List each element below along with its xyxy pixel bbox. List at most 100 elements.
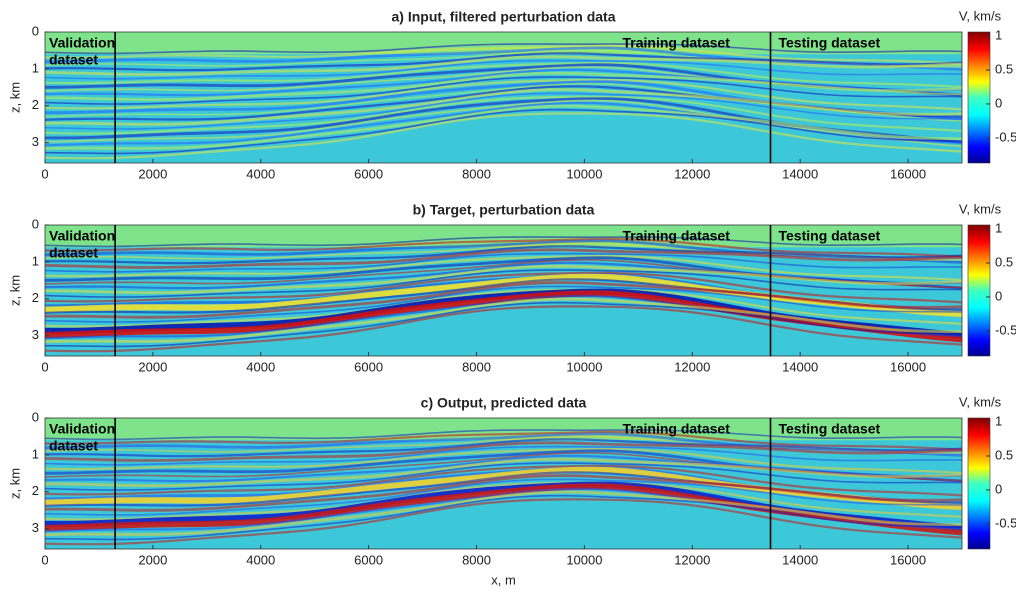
colorbar-tick-label: 0 xyxy=(995,95,1002,110)
seismic-image xyxy=(45,225,962,356)
y-tick-label: 3 xyxy=(32,520,39,535)
reflector xyxy=(45,441,962,462)
frame xyxy=(44,31,963,164)
reflector xyxy=(45,68,962,97)
annotation: Training dataset xyxy=(623,228,731,244)
x-tick-label: 12000 xyxy=(674,552,710,567)
x-tick-label: 16000 xyxy=(890,359,926,374)
reflector xyxy=(45,483,962,536)
annotation: Validation xyxy=(49,228,115,244)
reflector xyxy=(45,464,962,497)
y-tick-label: 2 xyxy=(32,483,39,498)
x-tick-label: 10000 xyxy=(566,166,602,181)
x-tick-label: 2000 xyxy=(138,166,167,181)
reflector xyxy=(45,59,962,80)
y-tick-label: 0 xyxy=(32,216,39,231)
annotation: dataset xyxy=(49,245,98,261)
reflector xyxy=(45,490,962,536)
reflector xyxy=(45,281,962,319)
frame xyxy=(44,224,963,357)
reflector xyxy=(45,99,962,148)
panel-title: a) Input, filtered perturbation data xyxy=(391,9,615,25)
reflector xyxy=(45,61,962,89)
colorbar-tick-label: 1 xyxy=(995,221,1002,236)
reflector xyxy=(45,254,962,282)
x-tick-label: 6000 xyxy=(354,552,383,567)
reflector xyxy=(45,474,962,512)
colorbar-tick-label: -0.5 xyxy=(995,515,1016,530)
reflector xyxy=(45,494,962,541)
reflector xyxy=(45,454,962,483)
seismic-image xyxy=(45,418,962,549)
reflector xyxy=(45,104,962,150)
colorbar-tick-label: -0.5 xyxy=(995,129,1016,144)
colorbar-tick-label: 0.5 xyxy=(995,254,1013,269)
shallow-band xyxy=(45,418,962,441)
y-tick-label: 2 xyxy=(32,97,39,112)
reflector xyxy=(45,88,962,126)
annotation: Validation xyxy=(49,35,115,51)
reflector xyxy=(45,78,962,111)
annotation: Testing dataset xyxy=(779,35,881,51)
colorbar-tick-label: 1 xyxy=(995,414,1002,429)
y-tick-label: 2 xyxy=(32,290,39,305)
shallow-band xyxy=(45,225,962,248)
y-tick-label: 3 xyxy=(32,327,39,342)
frame xyxy=(44,417,963,550)
reflector xyxy=(45,457,962,488)
panel-title: c) Output, predicted data xyxy=(421,395,587,411)
y-tick-label: 1 xyxy=(32,446,39,461)
reflector xyxy=(45,285,962,323)
reflector xyxy=(45,301,962,348)
x-tick-label: 8000 xyxy=(462,552,491,567)
x-tick-label: 14000 xyxy=(782,166,818,181)
reflector xyxy=(45,252,962,273)
reflector xyxy=(45,237,962,258)
reflector xyxy=(45,236,962,248)
reflector xyxy=(45,462,962,491)
y-tick-label: 0 xyxy=(32,23,39,38)
reflector xyxy=(45,44,962,65)
panel-title: b) Target, perturbation data xyxy=(413,202,595,218)
annotation: Training dataset xyxy=(623,421,731,437)
reflector xyxy=(45,264,962,295)
annotation: Testing dataset xyxy=(779,421,881,437)
colorbar-tick-label: 0.5 xyxy=(995,447,1013,462)
reflector xyxy=(45,297,962,343)
x-tick-label: 4000 xyxy=(246,552,275,567)
x-tick-label: 12000 xyxy=(674,166,710,181)
y-axis-label: z, km xyxy=(7,82,22,113)
reflector xyxy=(45,55,962,76)
colorbar-label: V, km/s xyxy=(959,394,1002,409)
seismic-image xyxy=(45,32,962,163)
annotation: dataset xyxy=(49,52,98,68)
reflector xyxy=(45,76,962,105)
y-axis-label: z, km xyxy=(7,468,22,499)
reflector xyxy=(45,288,962,328)
x-tick-label: 0 xyxy=(41,552,48,567)
reflector xyxy=(45,269,962,298)
reflector xyxy=(45,438,962,458)
annotation: Validation xyxy=(49,421,115,437)
x-tick-label: 8000 xyxy=(462,359,491,374)
x-tick-label: 10000 xyxy=(566,552,602,567)
reflector xyxy=(45,445,962,466)
annotation: Training dataset xyxy=(623,35,731,51)
colorbar-tick-label: 0 xyxy=(995,288,1002,303)
reflector xyxy=(45,290,962,343)
reflector xyxy=(45,271,962,304)
reflector xyxy=(45,430,962,451)
colorbar xyxy=(967,31,991,164)
x-tick-label: 16000 xyxy=(890,552,926,567)
y-tick-label: 0 xyxy=(32,409,39,424)
reflector xyxy=(45,498,962,546)
y-tick-label: 3 xyxy=(32,134,39,149)
reflector xyxy=(45,481,962,521)
y-tick-label: 1 xyxy=(32,253,39,268)
colorbar xyxy=(967,224,991,357)
reflector xyxy=(45,92,962,130)
x-tick-label: 4000 xyxy=(246,166,275,181)
x-tick-label: 12000 xyxy=(674,359,710,374)
reflector xyxy=(45,478,962,516)
colorbar xyxy=(967,417,991,550)
